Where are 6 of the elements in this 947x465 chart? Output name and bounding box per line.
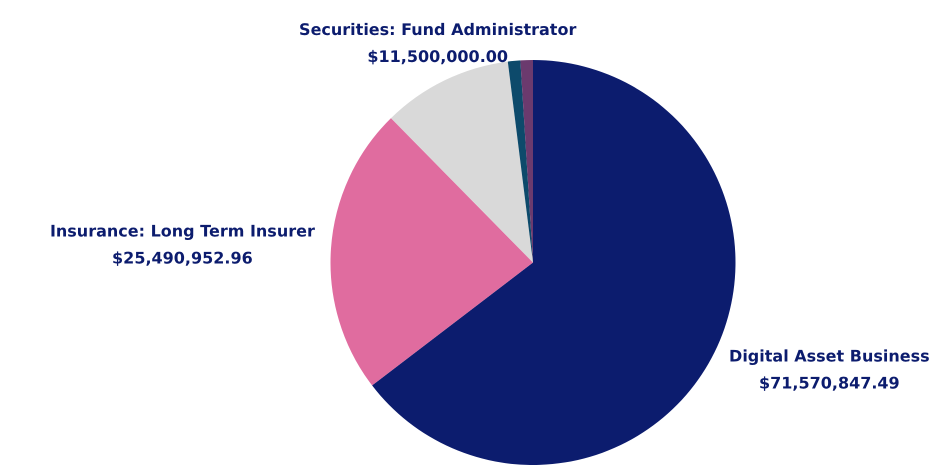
- slice-label: Insurance: Long Term Insurer: [50, 222, 315, 241]
- data-label: $11,500,000.00: [367, 46, 508, 66]
- slice-label: Securities: Fund Administrator: [299, 20, 576, 39]
- data-label: $25,490,952.96: [112, 248, 253, 268]
- data-label: $71,570,847.49: [758, 373, 900, 392]
- slice-label: Digital Asset Business: [729, 346, 930, 366]
